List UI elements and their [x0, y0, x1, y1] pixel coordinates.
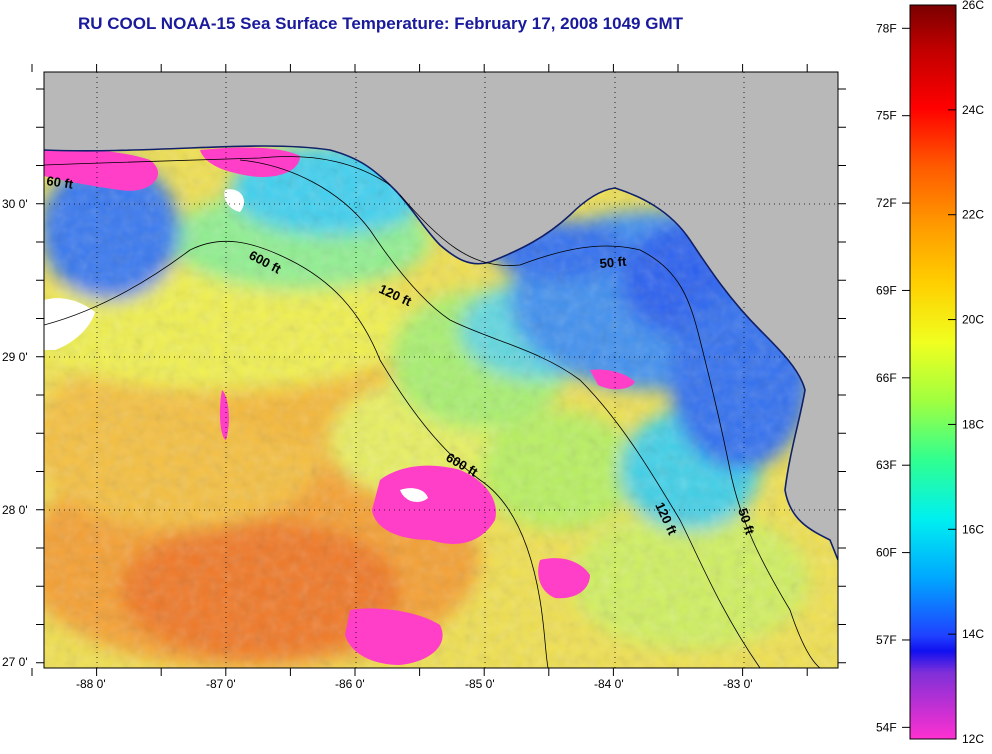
- lat-label-28: 28 0': [2, 503, 28, 517]
- colorbar-label-c: 18C: [962, 417, 984, 431]
- lat-label-27: 27 0': [2, 655, 28, 669]
- colorbar-gradient: [909, 4, 957, 740]
- colorbar-label-f: 78F: [876, 21, 897, 35]
- map-frame: [43, 71, 839, 669]
- colorbar-label-f: 72F: [876, 196, 897, 210]
- colorbar-label-c: 20C: [962, 313, 984, 327]
- colorbar-label-c: 12C: [962, 732, 984, 746]
- colorbar-label-f: 57F: [876, 633, 897, 647]
- contour-120ft: [239, 159, 761, 668]
- colorbar-label-f: 69F: [876, 283, 897, 297]
- map-title: RU COOL NOAA-15 Sea Surface Temperature:…: [78, 14, 683, 33]
- contour-600ft: [44, 240, 549, 668]
- lon-label-83: -83 0': [723, 677, 753, 691]
- lon-label-86: -86 0': [335, 677, 365, 691]
- lon-label-85: -85 0': [465, 677, 495, 691]
- contour-label-50ft-north: 50 ft: [599, 254, 628, 271]
- lat-label-30: 30 0': [2, 197, 28, 211]
- colorbar-label-c: 24C: [962, 103, 984, 117]
- colorbar-label-f: 54F: [876, 720, 897, 734]
- colorbar-label-c: 14C: [962, 627, 984, 641]
- colorbar-label-f: 63F: [876, 458, 897, 472]
- longitude-labels: -88 0' -87 0' -86 0' -85 0' -84 0' -83 0…: [76, 677, 753, 691]
- colorbar: 26C 24C 22C 20C 18C 16C 14C 12C 78F 75F 72F 69F 66F 6…: [876, 0, 984, 746]
- colorbar-label-c: 22C: [962, 208, 984, 222]
- contour-label-60ft: 60 ft: [46, 173, 75, 192]
- map-area: 60 ft 600 ft 120 ft 50 ft 600 ft 120 ft …: [44, 72, 838, 668]
- lon-label-87: -87 0': [206, 677, 236, 691]
- lon-label-84: -84 0': [594, 677, 624, 691]
- lon-label-88: -88 0': [76, 677, 106, 691]
- contour-60ft: [44, 156, 391, 186]
- bathymetry-contours: [44, 156, 821, 668]
- colorbar-label-c: 26C: [962, 0, 984, 12]
- cloud-mask: [44, 147, 635, 665]
- coastline: [44, 145, 838, 561]
- colorbar-label-f: 60F: [876, 546, 897, 560]
- colorbar-label-f: 66F: [876, 371, 897, 385]
- tick-marks: [31, 64, 846, 676]
- colorbar-label-f: 75F: [876, 109, 897, 123]
- latitude-labels: 30 0' 29 0' 28 0' 27 0': [2, 197, 28, 669]
- colorbar-label-c: 16C: [962, 522, 984, 536]
- lat-label-29: 29 0': [2, 350, 28, 364]
- contour-50ft: [399, 194, 821, 668]
